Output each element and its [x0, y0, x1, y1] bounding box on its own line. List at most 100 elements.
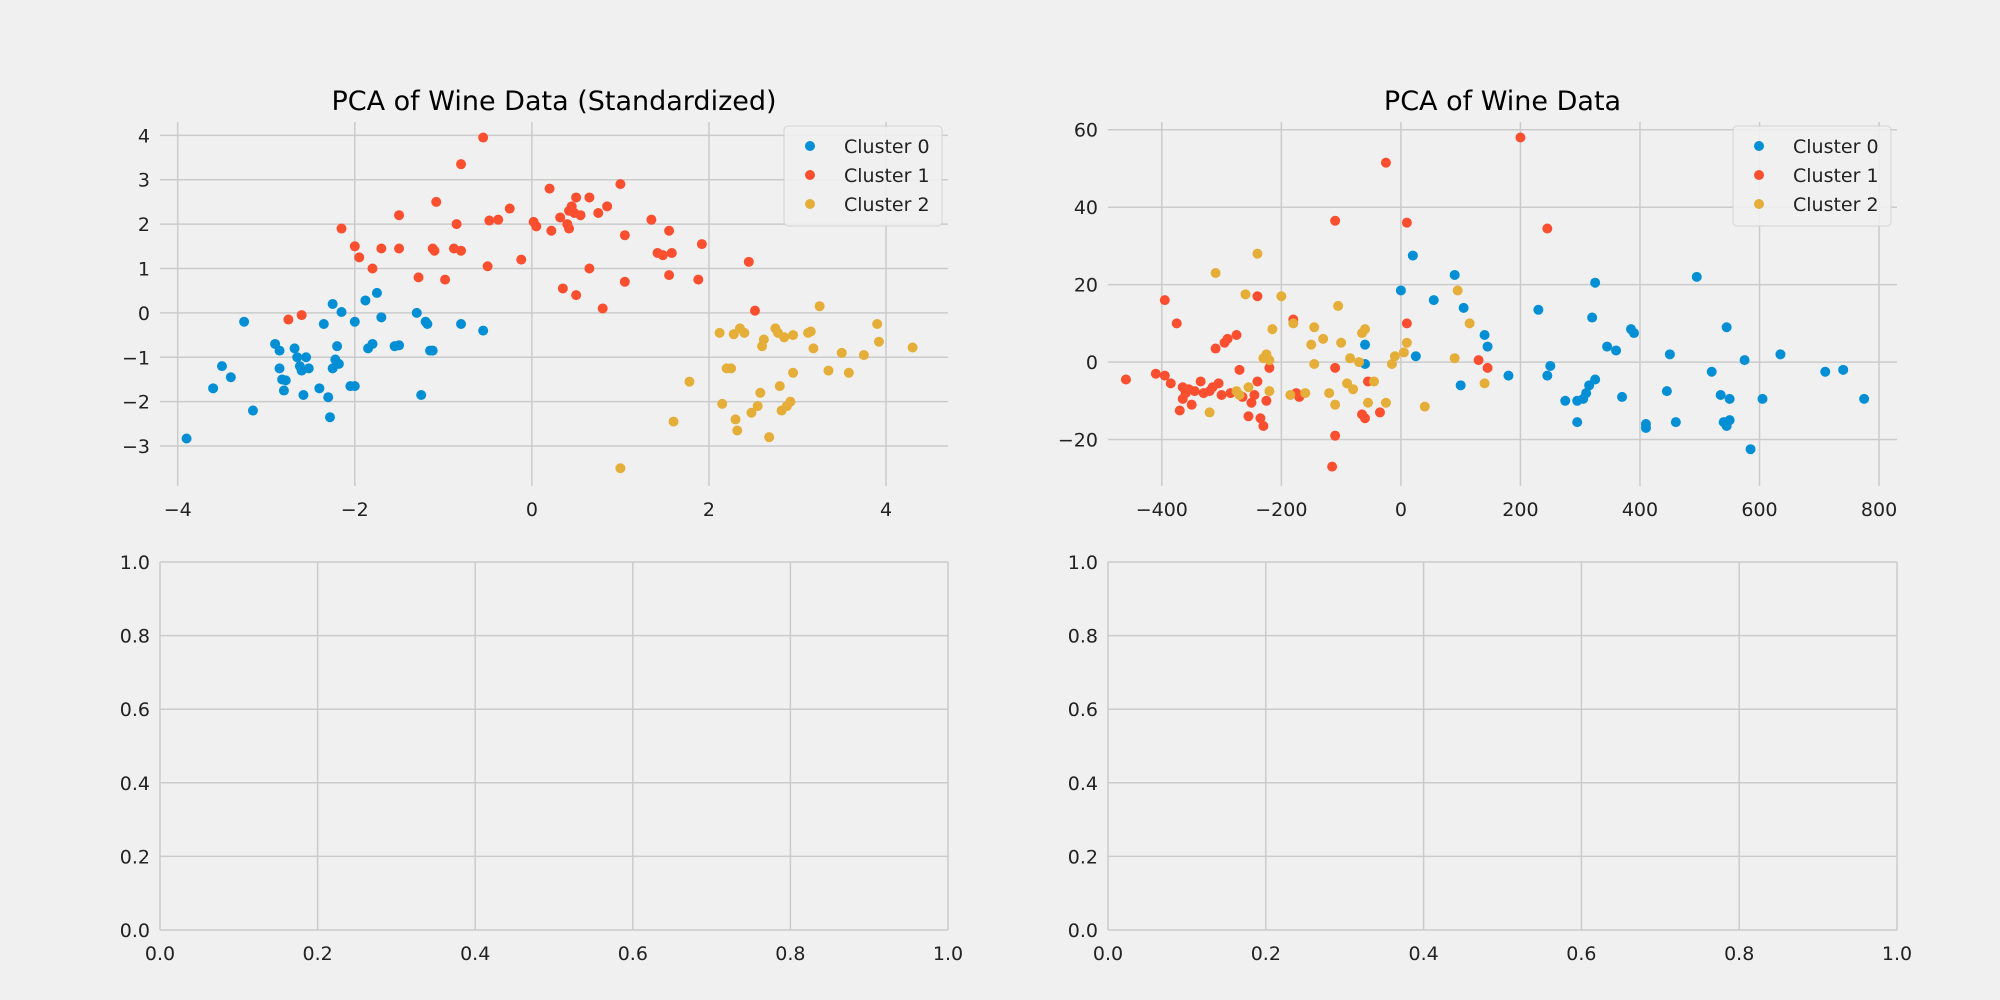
data-point: [1249, 390, 1260, 400]
data-point: [296, 310, 307, 321]
data-point: [749, 305, 760, 316]
data-point: [456, 159, 467, 170]
data-point: [1482, 341, 1493, 352]
data-point: [1629, 328, 1639, 339]
data-point: [779, 332, 790, 343]
data-point: [280, 375, 291, 386]
data-point: [1213, 378, 1224, 389]
data-point: [774, 381, 785, 392]
data-point: [615, 463, 626, 474]
data-point: [1386, 359, 1397, 370]
data-point: [336, 223, 347, 234]
data-point: [360, 295, 371, 306]
data-point: [1354, 357, 1365, 368]
data-point: [427, 345, 438, 356]
y-tick-label: 3: [138, 170, 150, 192]
data-point: [1389, 351, 1400, 362]
data-point: [1515, 132, 1526, 143]
data-point: [1661, 386, 1672, 397]
x-tick-label: 1.0: [933, 943, 963, 965]
data-point: [1234, 390, 1245, 400]
data-point: [1252, 376, 1263, 387]
data-point: [1333, 300, 1344, 311]
data-point: [456, 318, 467, 329]
data-point: [1348, 384, 1359, 395]
data-point: [557, 283, 568, 294]
x-tick-label: −200: [1255, 499, 1307, 521]
data-point: [1150, 368, 1161, 379]
data-point: [843, 367, 854, 378]
x-tick-label: 4: [880, 499, 892, 521]
legend-marker: [805, 170, 815, 180]
data-point: [411, 307, 422, 318]
data-point: [664, 270, 675, 281]
data-point: [440, 274, 451, 285]
y-tick-label: 60: [1074, 120, 1098, 142]
data-point: [1345, 353, 1356, 364]
data-point: [657, 250, 668, 261]
legend: Cluster 0 Cluster 1 Cluster 2: [1732, 125, 1892, 227]
x-tick-label: 0: [526, 499, 538, 521]
data-point: [484, 215, 495, 226]
data-point: [1210, 343, 1221, 354]
data-point: [354, 252, 365, 263]
data-point: [571, 192, 582, 203]
x-tick-label: 0.6: [618, 943, 648, 965]
data-point: [422, 318, 433, 329]
x-tick-label: 0.0: [1093, 943, 1123, 965]
data-point: [1724, 393, 1735, 404]
data-point: [429, 245, 440, 256]
data-point: [318, 318, 329, 329]
data-point: [531, 221, 542, 232]
series-cluster-2: [615, 301, 918, 474]
series-cluster-1: [1120, 132, 1553, 472]
data-point: [1300, 388, 1311, 399]
x-tick-label: 0.8: [1724, 943, 1754, 965]
data-point: [1360, 339, 1371, 350]
data-point: [1324, 388, 1335, 399]
y-tick-label: 0.2: [1068, 846, 1098, 868]
data-point: [555, 212, 566, 223]
data-point: [324, 412, 335, 423]
data-point: [1449, 269, 1460, 280]
data-point: [327, 299, 338, 309]
data-point: [1171, 318, 1182, 329]
data-point: [730, 414, 741, 425]
x-tick-label: 0: [1395, 499, 1407, 521]
data-point: [717, 398, 728, 409]
legend-label: Cluster 2: [844, 194, 930, 216]
data-point: [1363, 397, 1374, 408]
data-point: [1165, 378, 1176, 389]
data-point: [208, 383, 219, 394]
data-point: [575, 210, 586, 221]
y-tick-label: −1: [122, 347, 150, 369]
data-point: [696, 239, 707, 250]
data-point: [788, 367, 799, 378]
data-point: [1542, 370, 1553, 381]
x-tick-label: 0.6: [1566, 943, 1596, 965]
legend-label: Cluster 1: [1793, 165, 1879, 187]
data-point: [1503, 370, 1514, 381]
legend-box: [783, 125, 943, 227]
chart-title: PCA of Wine Data (Standardized): [331, 86, 776, 117]
data-point: [1611, 345, 1622, 356]
data-point: [1264, 386, 1275, 397]
data-point: [1309, 322, 1320, 333]
data-point: [1452, 285, 1463, 296]
data-point: [292, 352, 303, 363]
data-point: [1739, 355, 1750, 366]
x-tick-label: −400: [1136, 499, 1188, 521]
data-point: [247, 405, 258, 416]
data-point: [416, 390, 427, 400]
data-point: [564, 223, 575, 234]
y-tick-label: −20: [1058, 430, 1098, 452]
data-point: [1327, 461, 1338, 472]
data-point: [1204, 407, 1215, 418]
data-point: [764, 432, 775, 443]
data-point: [367, 263, 378, 274]
y-tick-label: 4: [138, 125, 150, 147]
data-point: [278, 385, 289, 396]
data-point: [746, 407, 757, 418]
data-point: [714, 327, 725, 338]
